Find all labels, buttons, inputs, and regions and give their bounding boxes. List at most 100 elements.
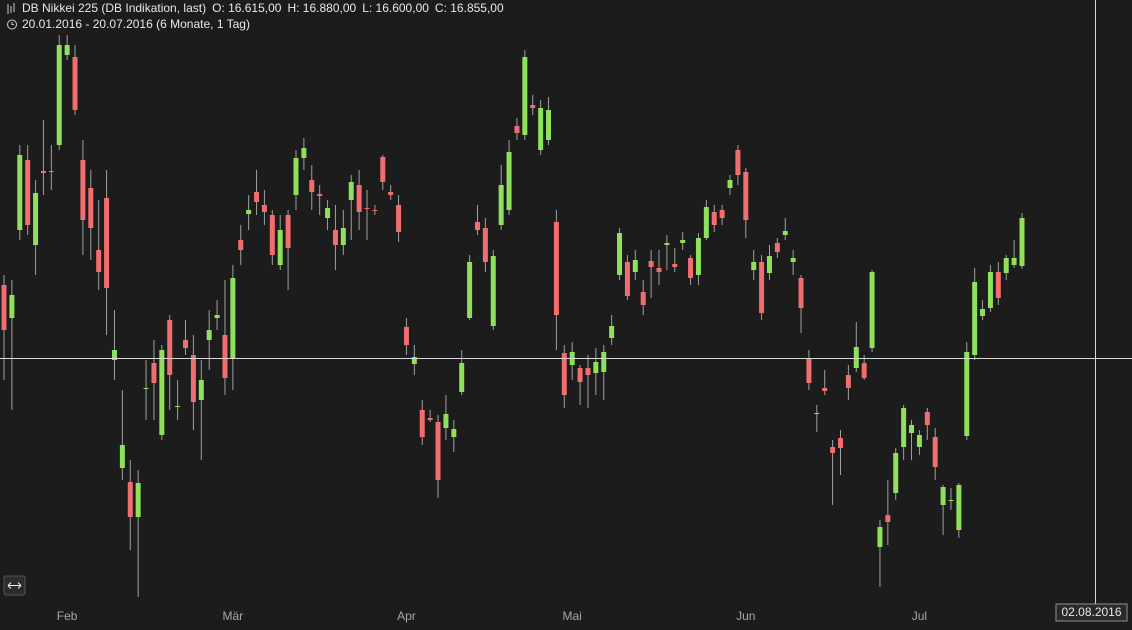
candle-body [664,243,670,245]
candle-body [190,355,196,402]
candle-body [790,258,796,262]
candle-body [956,485,962,530]
candle-body [372,210,378,211]
candle-body [72,57,78,110]
candle-body [672,264,678,267]
candle-body [435,422,441,480]
candle-body [206,330,212,340]
chart-subtitle: 20.01.2016 - 20.07.2016 (6 Monate, 1 Tag… [22,17,250,31]
candle-body [553,222,559,315]
candle-body [388,192,394,195]
candle-body [822,388,828,391]
candle-body [759,262,765,313]
candle-body [585,368,591,375]
candle-body [514,126,520,133]
x-tick-label: Apr [397,609,416,623]
candle-body [656,268,662,272]
candle-body [340,228,346,245]
candle-body [909,425,915,433]
candle-body [56,45,62,145]
candle-body [609,326,615,338]
candle-body [467,262,473,318]
chart-icon [7,3,15,14]
candle-body [782,231,788,235]
candle-body [96,250,102,272]
candle-body [214,315,220,318]
candle-body [995,272,1001,298]
candle-body [143,388,149,389]
candle-body [301,148,307,158]
candle-body [964,352,970,436]
clock-icon [7,19,17,30]
candle-body [688,258,694,278]
candle-body [1011,258,1017,265]
candle-body [538,108,544,150]
candle-body [474,222,480,230]
candle-body [885,515,891,522]
candle-body [695,238,701,275]
candle-body [530,105,536,108]
candle-body [932,437,938,467]
candle-body [632,260,638,272]
candle-body [680,240,686,243]
candle-body [309,180,315,192]
candle-body [443,414,449,428]
candle-body [727,180,733,188]
ohlc-label: C: 16.855,00 [435,1,504,15]
candle-body [561,353,567,395]
candle-body [80,160,86,220]
candle-body [159,350,165,435]
candle-body [648,261,654,267]
candle-body [924,412,930,425]
candle-body [845,375,851,388]
candle-body [285,215,291,248]
candle-body [111,350,117,360]
candle-body [277,230,283,265]
header: DB Nikkei 225 (DB Indikation, last) O: 16… [22,1,504,15]
candle-body [135,483,141,517]
candle-body [427,418,433,420]
crosshair-label: 02.08.2016 [1061,605,1121,619]
candle-body [593,362,599,373]
ohlc-label: L: 16.600,00 [362,1,429,15]
candle-body [814,413,820,414]
candle-body [601,352,607,372]
candle-body [853,347,859,368]
candle-body [711,212,717,225]
candle-body [624,262,630,296]
candle-body [798,278,804,308]
candle-body [127,482,133,517]
candle-body [48,171,54,172]
candle-body [33,193,39,245]
candle-body [396,205,402,232]
candle-body [198,380,204,400]
candle-body [356,185,362,212]
candle-body [498,185,504,225]
candle-body [640,292,646,305]
candle-body [940,487,946,505]
candle-body [948,500,954,501]
candle-body [25,160,31,225]
candle-body [317,194,323,196]
scroll-button[interactable] [3,575,26,596]
candle-body [490,256,496,326]
plot-area [1,35,1025,597]
candle-body [1,285,7,330]
candle-body [9,295,15,318]
candle-body [254,192,260,202]
candle-body [325,208,331,218]
candle-body [719,210,725,218]
candle-body [837,438,843,448]
candle-body [861,363,867,378]
candle-body [901,408,907,447]
candle-body [17,155,23,230]
candle-body [893,453,899,493]
chart-title: DB Nikkei 225 (DB Indikation, last) [22,1,206,15]
candle-body [577,368,583,382]
candle-body [869,272,875,348]
candle-body [877,527,883,547]
candle-body [1003,258,1009,273]
candle-body [703,207,709,238]
candle-body [522,57,528,135]
